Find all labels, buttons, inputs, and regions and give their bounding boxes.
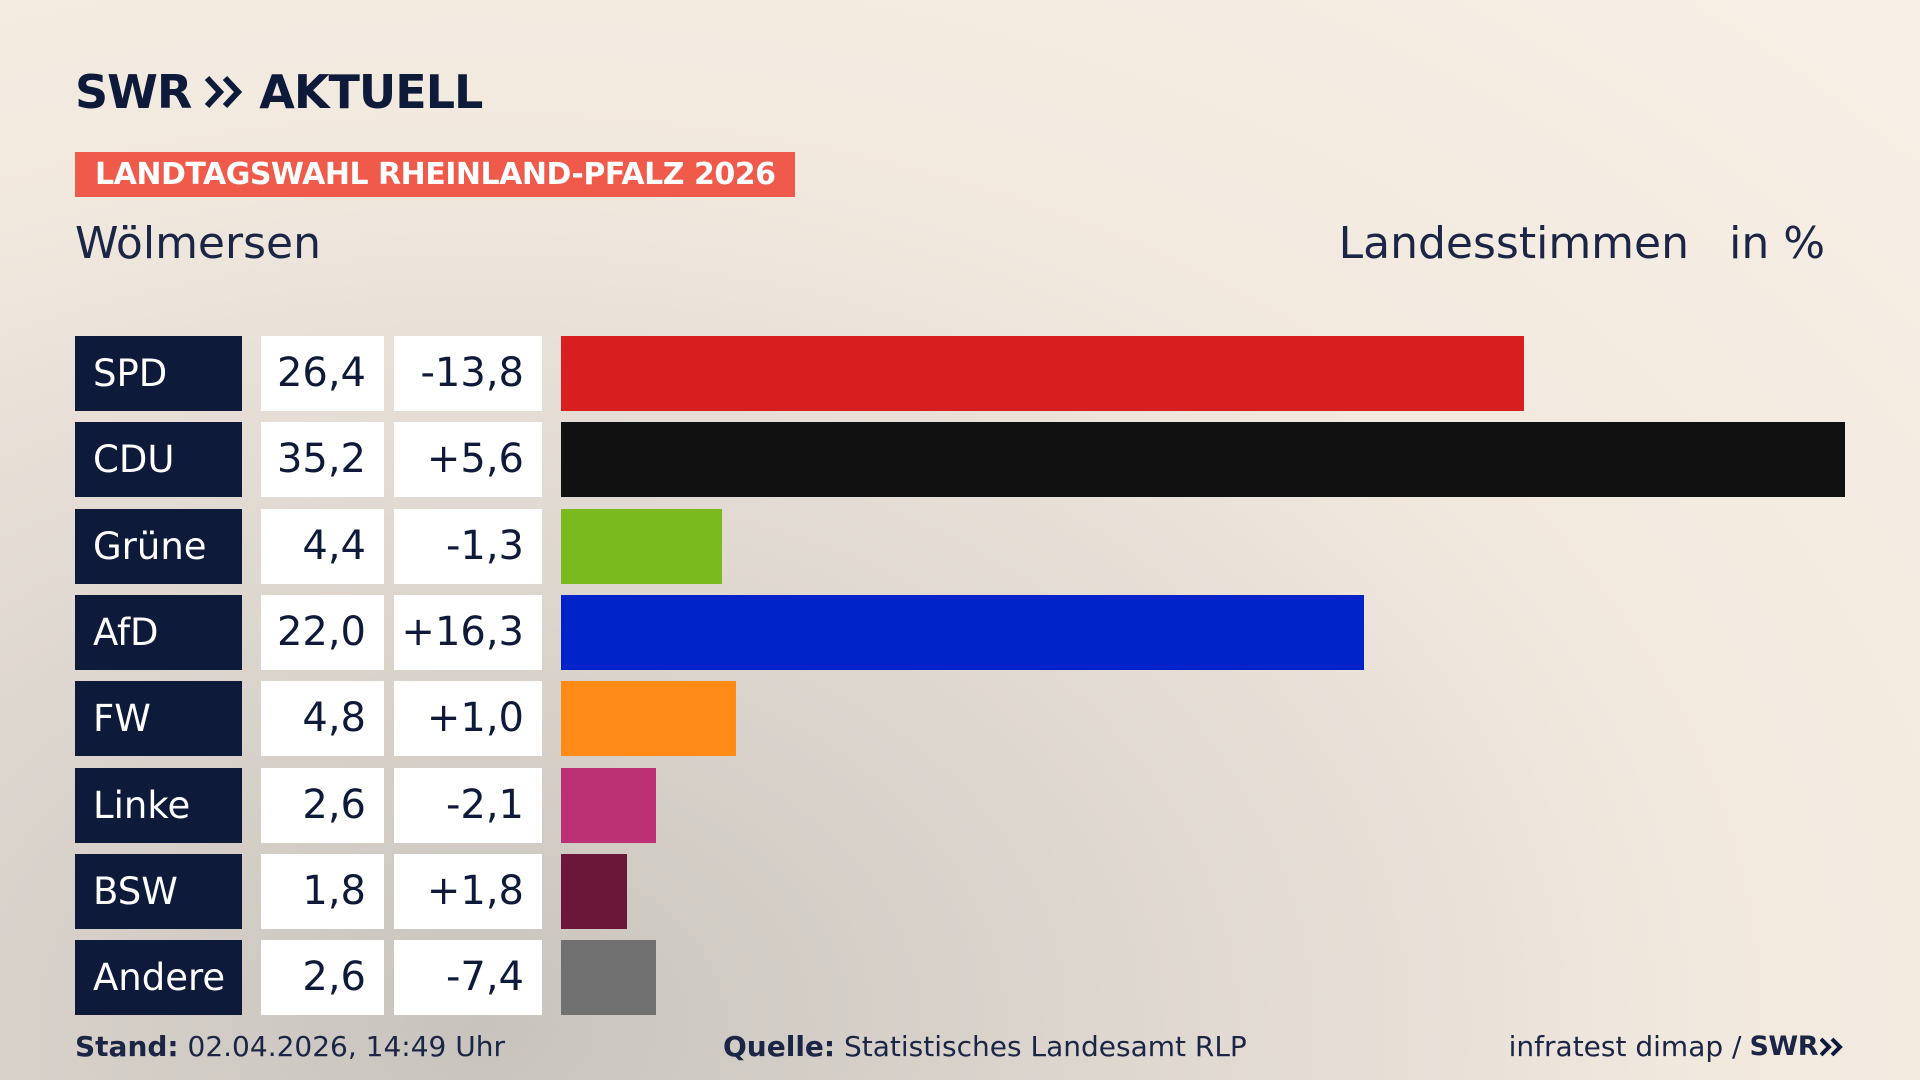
chart-row: Linke 2,6 -2,1 bbox=[0, 767, 1920, 843]
chart-row: BSW 1,8 +1,8 bbox=[0, 853, 1920, 929]
value-label: 1,8 bbox=[261, 853, 384, 929]
vote-type-label: Landesstimmen bbox=[1338, 218, 1689, 269]
bar bbox=[561, 508, 722, 584]
stand-info: Stand: 02.04.2026, 14:49 Uhr bbox=[75, 1030, 505, 1063]
credit-text: infratest dimap / bbox=[1508, 1030, 1742, 1063]
source-value: Statistisches Landesamt RLP bbox=[844, 1030, 1247, 1063]
party-label: SPD bbox=[75, 336, 242, 411]
diff-label: -2,1 bbox=[394, 767, 542, 843]
value-label: 4,4 bbox=[261, 508, 384, 584]
chart-row: AfD 22,0 +16,3 bbox=[0, 594, 1920, 670]
chart-row: Grüne 4,4 -1,3 bbox=[0, 508, 1920, 584]
diff-label: +1,8 bbox=[394, 853, 542, 929]
value-label: 26,4 bbox=[261, 336, 384, 411]
party-label: Grüne bbox=[75, 508, 242, 584]
swr-logo-text: SWR bbox=[75, 65, 192, 119]
source-label: Quelle: bbox=[723, 1030, 836, 1063]
stand-value: 02.04.2026, 14:49 Uhr bbox=[187, 1030, 505, 1063]
place-title: Wölmersen bbox=[75, 218, 321, 269]
diff-label: +1,0 bbox=[394, 681, 542, 757]
swr-aktuell-logo: SWR AKTUELL bbox=[75, 65, 483, 119]
swr-small-logo: SWR bbox=[1749, 1031, 1844, 1062]
swr-small-logo-text: SWR bbox=[1749, 1031, 1818, 1062]
diff-label: -7,4 bbox=[394, 940, 542, 1016]
value-label: 4,8 bbox=[261, 681, 384, 757]
chart-row: FW 4,8 +1,0 bbox=[0, 681, 1920, 757]
value-label: 2,6 bbox=[261, 940, 384, 1016]
double-chevron-icon bbox=[205, 75, 243, 109]
bar bbox=[561, 767, 656, 843]
party-label: AfD bbox=[75, 594, 242, 670]
bar bbox=[561, 853, 627, 929]
bar bbox=[561, 594, 1364, 670]
chart-row: Andere 2,6 -7,4 bbox=[0, 940, 1920, 1016]
party-label: Andere bbox=[75, 940, 242, 1016]
party-label: BSW bbox=[75, 853, 242, 929]
value-label: 35,2 bbox=[261, 422, 384, 498]
diff-label: +16,3 bbox=[394, 594, 542, 670]
party-label: FW bbox=[75, 681, 242, 757]
double-chevron-small-icon bbox=[1820, 1037, 1843, 1056]
bar bbox=[561, 336, 1524, 411]
bar bbox=[561, 940, 656, 1016]
bar bbox=[561, 681, 737, 757]
unit-label: in % bbox=[1729, 218, 1825, 269]
source-info: Quelle: Statistisches Landesamt RLP bbox=[723, 1030, 1247, 1063]
aktuell-logo-text: AKTUELL bbox=[259, 65, 483, 119]
stand-label: Stand: bbox=[75, 1030, 179, 1063]
chart-row: CDU 35,2 +5,6 bbox=[0, 422, 1920, 498]
value-label: 2,6 bbox=[261, 767, 384, 843]
diff-label: -13,8 bbox=[394, 336, 542, 411]
party-label: CDU bbox=[75, 422, 242, 498]
election-badge: LANDTAGSWAHL RHEINLAND-PFALZ 2026 bbox=[75, 152, 796, 197]
credit-info: infratest dimap / SWR bbox=[1509, 1030, 1844, 1063]
party-label: Linke bbox=[75, 767, 242, 843]
value-label: 22,0 bbox=[261, 594, 384, 670]
chart-row: SPD 26,4 -13,8 bbox=[0, 336, 1920, 411]
diff-label: +5,6 bbox=[394, 422, 542, 498]
bar bbox=[561, 422, 1845, 498]
diff-label: -1,3 bbox=[394, 508, 542, 584]
